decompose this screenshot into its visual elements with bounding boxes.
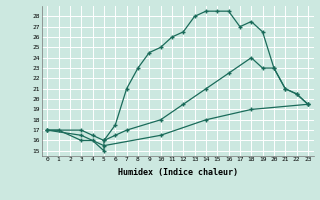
X-axis label: Humidex (Indice chaleur): Humidex (Indice chaleur) [118, 168, 237, 177]
